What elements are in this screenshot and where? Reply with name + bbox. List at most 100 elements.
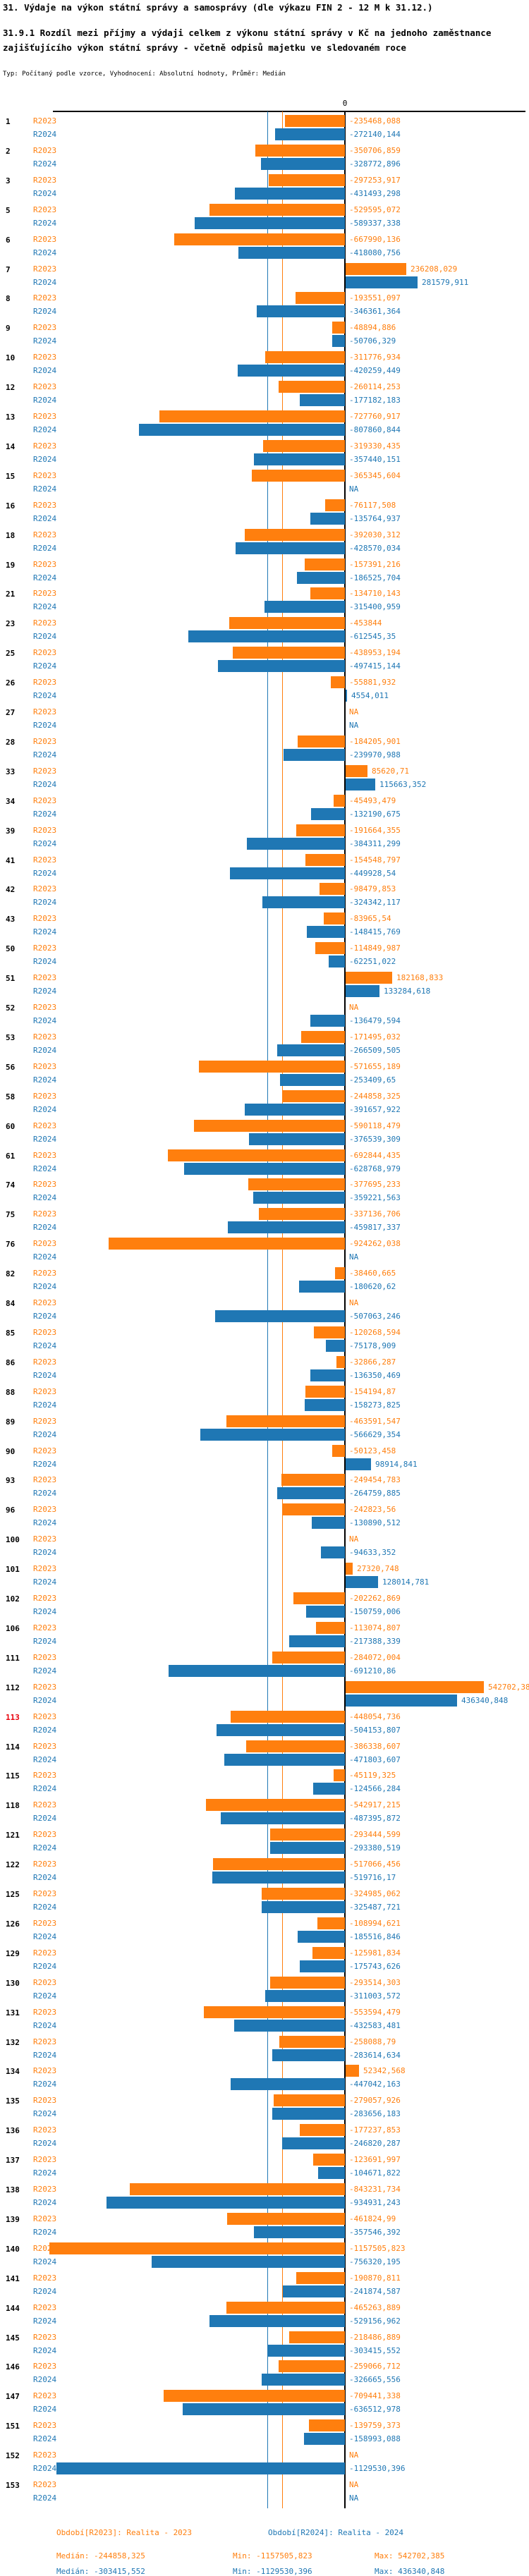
series-label-r2023: R2023 [33,1003,57,1012]
series-label-r2024: R2024 [33,2286,57,2296]
row-number: 75 [6,1210,16,1220]
value-label-r2023: -114849,987 [349,944,401,953]
series-label-r2024: R2024 [33,1961,57,1971]
bar-r2023 [305,558,345,570]
value-label-r2024: -487395,872 [349,1814,401,1824]
series-label-r2024: R2024 [33,513,57,523]
series-label-r2023: R2023 [33,2332,57,2342]
value-label-r2024: -566629,354 [349,1429,401,1439]
series-label-r2023: R2023 [33,323,57,333]
series-label-r2024: R2024 [33,1666,57,1675]
series-label-r2024: R2024 [33,2345,57,2355]
value-label-r2024: -1129530,396 [349,2464,406,2474]
value-label-r2023: -191664,355 [349,825,401,835]
series-label-r2024: R2024 [33,1903,57,1912]
row-number: 12 [6,383,16,393]
series-label-r2023: R2023 [33,914,57,924]
value-label-r2023: -113074,807 [349,1623,401,1632]
row-number: 134 [6,2067,20,2077]
value-label-r2024: -934931,243 [349,2198,401,2207]
series-label-r2024: R2024 [33,2493,57,2503]
series-label-r2023: R2023 [33,618,57,628]
series-label-r2023: R2023 [33,116,57,126]
value-label-r2023: 236208,029 [411,264,458,274]
series-label-r2023: R2023 [33,2125,57,2135]
series-label-r2023: R2023 [33,293,57,303]
value-label-r2024: -136350,469 [349,1370,401,1380]
value-label-r2023: -108994,621 [349,1918,401,1928]
value-label-r2023: -293444,599 [349,1830,401,1840]
row-number: 121 [6,1831,20,1841]
bar-r2024 [152,2255,345,2268]
value-label-r2024: -311003,572 [349,1991,401,2001]
bar-r2024 [235,187,345,200]
value-label-r2024: -357546,392 [349,2227,401,2237]
bar-r2024 [262,896,345,909]
bar-r2023 [285,115,345,127]
series-label-r2024: R2024 [33,1489,57,1498]
series-label-r2023: R2023 [33,1180,57,1190]
series-label-r2023: R2023 [33,825,57,835]
series-label-r2024: R2024 [33,2139,57,2149]
bar-r2024 [346,778,375,790]
row-number: 126 [6,1919,20,1929]
bar-r2024 [218,660,345,673]
value-label-r2023: -258088,79 [349,2037,396,2046]
value-label-r2023: -1157505,823 [349,2243,406,2253]
value-label-r2023: -365345,604 [349,470,401,480]
value-label-r2023: -134710,143 [349,589,401,599]
series-label-r2024: R2024 [33,602,57,612]
value-label-r2024: -497415,144 [349,661,401,671]
row-number: 42 [6,885,16,895]
stat-max-2023: Max: 542702,385 [375,2551,445,2560]
bar-r2023 [209,203,345,216]
series-label-r2023: R2023 [33,530,57,539]
value-label-r2024: -241874,587 [349,2286,401,2296]
series-label-r2023: R2023 [33,1682,57,1692]
bar-r2023 [324,912,345,925]
series-label-r2024: R2024 [33,632,57,642]
bar-r2024 [234,2019,345,2032]
plot-top-border [53,111,525,112]
bar-r2024 [236,542,345,554]
bar-r2024 [310,1015,345,1027]
series-label-r2023: R2023 [33,2214,57,2223]
row-number: 43 [6,915,16,924]
bar-r2024 [253,1192,345,1204]
value-label-r2023: -260114,253 [349,382,401,392]
bar-r2024 [265,1989,345,2002]
value-label-r2024: -376539,309 [349,1134,401,1144]
series-label-r2023: R2023 [33,855,57,865]
series-label-r2023: R2023 [33,1918,57,1928]
value-label-r2023: -297253,917 [349,175,401,185]
row-number: 19 [6,560,16,570]
value-label-r2023: -123691,997 [349,2155,401,2165]
value-label-r2024: -94633,352 [349,1548,396,1558]
value-label-r2024: -471803,607 [349,1754,401,1764]
row-number: 122 [6,1860,20,1870]
bar-r2023 [296,2271,345,2284]
legend-period-2024: Období[R2024]: Realita - 2024 [268,2528,404,2537]
series-label-r2023: R2023 [33,2362,57,2371]
bar-r2024 [221,1812,345,1825]
bar-r2023 [252,469,345,482]
value-label-r2024: -428570,034 [349,543,401,553]
series-label-r2024: R2024 [33,1518,57,1528]
bar-r2024 [310,1369,345,1381]
series-label-r2023: R2023 [33,2421,57,2431]
bar-r2024 [306,1606,345,1618]
bar-r2023 [130,2183,345,2195]
value-label-r2024: -756320,195 [349,2257,401,2266]
series-label-r2023: R2023 [33,1711,57,1721]
series-label-r2023: R2023 [33,559,57,569]
row-number: 25 [6,649,16,659]
bar-r2024 [209,2314,345,2327]
value-label-r2024: -391657,922 [349,1104,401,1114]
bar-r2024 [283,2285,345,2297]
bar-r2023 [213,1858,345,1871]
series-label-r2023: R2023 [33,1564,57,1574]
bar-r2024 [238,365,345,377]
value-label-r2024: -130890,512 [349,1518,401,1528]
series-label-r2024: R2024 [33,1814,57,1824]
